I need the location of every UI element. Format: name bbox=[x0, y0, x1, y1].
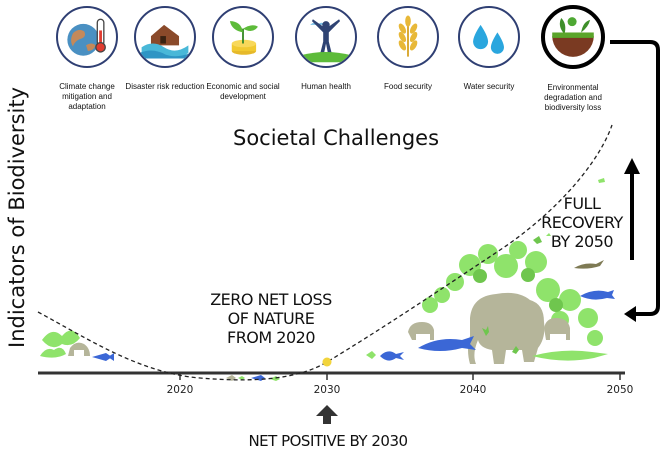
full-recovery-annotation: FULL RECOVERY BY 2050 bbox=[541, 194, 623, 251]
wheat-icon bbox=[377, 6, 439, 68]
x-tick-label: 2030 bbox=[313, 384, 341, 396]
plant-coins-icon bbox=[212, 6, 274, 68]
water-drops-icon bbox=[458, 6, 520, 68]
soil-sprout-icon bbox=[541, 5, 605, 69]
thermometer-earth-icon bbox=[56, 6, 118, 68]
up-arrow-2030 bbox=[316, 405, 338, 424]
left-wildlife-cluster bbox=[40, 330, 114, 361]
x-axis-ticks bbox=[179, 373, 621, 380]
person-arms-raised-icon bbox=[295, 6, 357, 68]
net-positive-marker bbox=[322, 357, 332, 367]
net-positive-annotation: NET POSITIVE BY 2030 bbox=[248, 432, 408, 450]
right-wildlife-cluster bbox=[408, 241, 615, 364]
section-title: Societal Challenges bbox=[232, 126, 440, 150]
societal-challenges-row: Climate change mitigation and adaptation… bbox=[0, 0, 672, 125]
zero-net-loss-annotation: ZERO NET LOSS OF NATURE FROM 2020 bbox=[210, 290, 332, 347]
connector-bracket bbox=[610, 40, 660, 316]
flooded-house-icon bbox=[134, 6, 196, 68]
challenge-label: Climate change mitigation and adaptation bbox=[59, 82, 115, 111]
challenge-label: Human health bbox=[301, 82, 351, 91]
challenge-health: Human health bbox=[283, 6, 369, 92]
challenge-label: Water security bbox=[463, 82, 515, 91]
challenge-disaster: Disaster risk reduction bbox=[122, 6, 208, 92]
small-creatures bbox=[226, 178, 605, 381]
x-tick-label: 2050 bbox=[606, 384, 634, 396]
recovery-arrow-head bbox=[624, 158, 640, 174]
challenge-label: Disaster risk reduction bbox=[125, 82, 205, 91]
challenge-food: Food security bbox=[365, 6, 451, 92]
biodiversity-trajectory-curve bbox=[37, 124, 613, 381]
challenge-label: Environmental degradation and biodiversi… bbox=[544, 83, 602, 112]
x-tick-label: 2040 bbox=[459, 384, 487, 396]
challenge-water: Water security bbox=[446, 6, 532, 92]
x-tick-label: 2020 bbox=[166, 384, 194, 396]
challenge-climate: Climate change mitigation and adaptation bbox=[44, 6, 130, 112]
challenge-economic: Economic and social development bbox=[200, 6, 286, 102]
challenge-label: Food security bbox=[383, 82, 433, 91]
connector-arrowhead bbox=[624, 306, 636, 322]
challenge-biodiversity: Environmental degradation and biodiversi… bbox=[530, 5, 616, 113]
challenge-label: Economic and social development bbox=[206, 82, 280, 101]
